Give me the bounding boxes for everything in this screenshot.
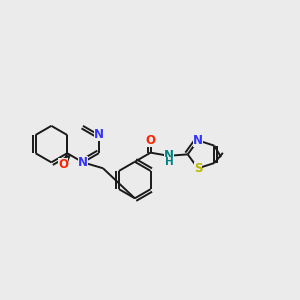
Text: N: N: [94, 128, 104, 142]
Text: S: S: [194, 162, 202, 175]
Text: O: O: [58, 158, 68, 171]
Text: H: H: [164, 157, 173, 167]
Text: N: N: [78, 156, 88, 169]
Text: N: N: [193, 134, 203, 147]
Text: N: N: [164, 149, 174, 162]
Text: O: O: [146, 134, 156, 147]
